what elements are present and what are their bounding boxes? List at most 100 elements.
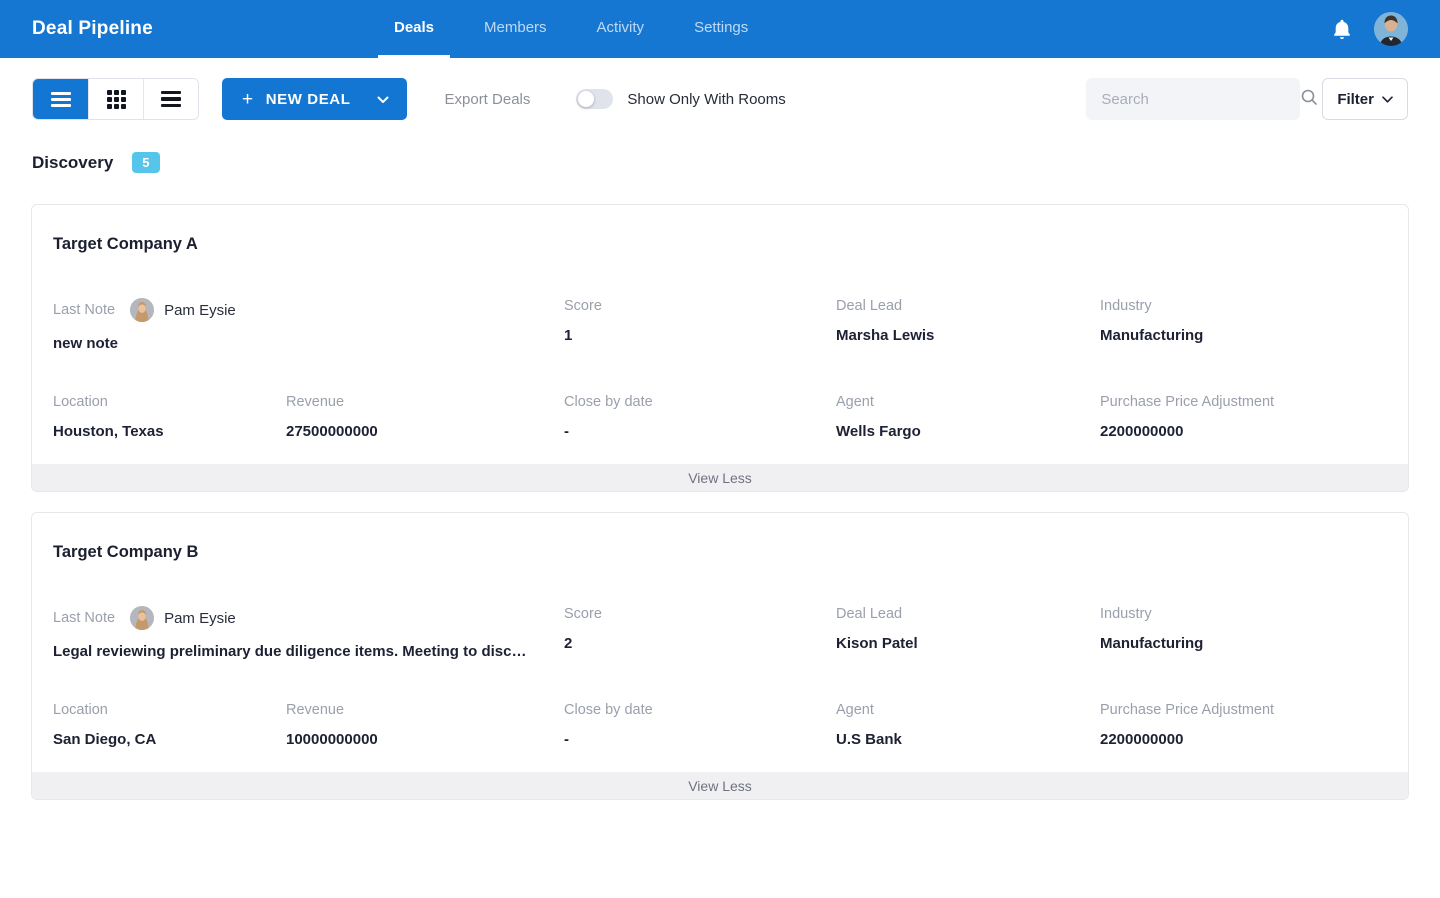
score-field: Score 1 bbox=[564, 298, 836, 352]
nav-tab-deals[interactable]: Deals bbox=[378, 0, 451, 58]
deal-lead-field: Deal Lead Kison Patel bbox=[836, 606, 1100, 660]
location-field: Location Houston, Texas bbox=[53, 394, 286, 440]
toolbar: + NEW DEAL Export Deals Show Only With R… bbox=[32, 78, 1408, 120]
agent-label: Agent bbox=[836, 702, 874, 718]
justify-bars-icon bbox=[161, 90, 181, 108]
export-deals-link[interactable]: Export Deals bbox=[444, 90, 531, 108]
agent-field: Agent Wells Fargo bbox=[836, 394, 1100, 440]
score-label: Score bbox=[564, 606, 602, 622]
deal-title: Target Company A bbox=[53, 235, 198, 253]
new-deal-button[interactable]: + NEW DEAL bbox=[222, 78, 407, 120]
stage-count-badge: 5 bbox=[132, 152, 160, 173]
app-title: Deal Pipeline bbox=[32, 18, 153, 39]
card-body: Target Company B Last Note bbox=[32, 513, 1408, 772]
revenue-field: Revenue 27500000000 bbox=[286, 394, 564, 440]
location-label: Location bbox=[53, 702, 108, 718]
revenue-label: Revenue bbox=[286, 702, 345, 718]
app-header: Deal Pipeline Deals Members Activity Set… bbox=[0, 0, 1440, 58]
note-author-name: Pam Eysie bbox=[164, 609, 236, 627]
last-note-value: new note bbox=[53, 335, 119, 352]
nav-tab-members[interactable]: Members bbox=[484, 19, 547, 36]
main-nav: Deals Members Activity Settings bbox=[378, 0, 782, 58]
new-deal-label: NEW DEAL bbox=[265, 90, 351, 108]
revenue-label: Revenue bbox=[286, 394, 345, 410]
industry-field: Industry Manufacturing bbox=[1100, 606, 1387, 660]
view-less-button[interactable]: View Less bbox=[32, 772, 1408, 799]
industry-label: Industry bbox=[1100, 606, 1152, 622]
note-author-avatar bbox=[130, 298, 155, 322]
location-label: Location bbox=[53, 394, 108, 410]
revenue-field: Revenue 10000000000 bbox=[286, 702, 564, 748]
purchase-price-adjustment-value: 2200000000 bbox=[1100, 731, 1184, 748]
notification-bell-icon[interactable] bbox=[1332, 18, 1352, 40]
nav-tab-settings[interactable]: Settings bbox=[694, 19, 749, 36]
show-only-with-rooms-toggle[interactable]: Show Only With Rooms bbox=[576, 89, 786, 109]
close-by-date-value: - bbox=[564, 731, 569, 748]
grid-icon bbox=[106, 89, 126, 109]
card-body: Target Company A Last Note bbox=[32, 205, 1408, 464]
score-label: Score bbox=[564, 298, 602, 314]
score-field: Score 2 bbox=[564, 606, 836, 660]
deal-card-list: Target Company A Last Note bbox=[31, 204, 1409, 800]
chevron-down-icon[interactable] bbox=[377, 91, 389, 108]
industry-value: Manufacturing bbox=[1100, 327, 1204, 344]
toggle-switch[interactable] bbox=[576, 89, 614, 109]
deal-lead-value: Kison Patel bbox=[836, 635, 918, 652]
hamburger-list-icon bbox=[50, 91, 71, 107]
note-author-avatar bbox=[130, 606, 155, 630]
last-note-value: Legal reviewing preliminary due diligenc… bbox=[53, 643, 527, 660]
note-author-name: Pam Eysie bbox=[164, 301, 236, 319]
deal-lead-label: Deal Lead bbox=[836, 298, 903, 314]
header-right bbox=[1332, 12, 1408, 46]
last-note-label: Last Note bbox=[53, 302, 116, 318]
agent-value: Wells Fargo bbox=[836, 423, 921, 440]
user-avatar[interactable] bbox=[1374, 12, 1408, 46]
purchase-price-adjustment-field: Purchase Price Adjustment 2200000000 bbox=[1100, 394, 1387, 440]
close-by-date-value: - bbox=[564, 423, 569, 440]
nav-tab-activity[interactable]: Activity bbox=[596, 19, 645, 36]
rooms-toggle-label: Show Only With Rooms bbox=[627, 90, 786, 108]
industry-label: Industry bbox=[1100, 298, 1152, 314]
view-less-button[interactable]: View Less bbox=[32, 464, 1408, 491]
location-value: San Diego, CA bbox=[53, 731, 157, 748]
purchase-price-adjustment-value: 2200000000 bbox=[1100, 423, 1184, 440]
purchase-price-adjustment-label: Purchase Price Adjustment bbox=[1100, 394, 1275, 410]
location-value: Houston, Texas bbox=[53, 423, 164, 440]
deal-lead-label: Deal Lead bbox=[836, 606, 903, 622]
compact-view-button[interactable] bbox=[143, 79, 198, 119]
purchase-price-adjustment-field: Purchase Price Adjustment 2200000000 bbox=[1100, 702, 1387, 748]
close-by-date-field: Close by date - bbox=[564, 394, 836, 440]
deal-title: Target Company B bbox=[53, 543, 199, 561]
deal-card-target-company-b[interactable]: Target Company B Last Note bbox=[31, 512, 1409, 800]
location-field: Location San Diego, CA bbox=[53, 702, 286, 748]
close-by-date-field: Close by date - bbox=[564, 702, 836, 748]
list-view-button[interactable] bbox=[33, 79, 88, 119]
agent-field: Agent U.S Bank bbox=[836, 702, 1100, 748]
filter-label: Filter bbox=[1337, 90, 1374, 108]
agent-label: Agent bbox=[836, 394, 874, 410]
close-by-date-label: Close by date bbox=[564, 702, 653, 718]
search-box bbox=[1086, 78, 1318, 120]
grid-view-button[interactable] bbox=[88, 79, 143, 119]
industry-value: Manufacturing bbox=[1100, 635, 1204, 652]
toggle-knob bbox=[578, 91, 595, 107]
chevron-down-icon bbox=[1382, 95, 1393, 103]
last-note-label: Last Note bbox=[53, 610, 116, 626]
plus-icon: + bbox=[242, 88, 254, 110]
filter-button[interactable]: Filter bbox=[1322, 78, 1408, 120]
revenue-value: 10000000000 bbox=[286, 731, 378, 748]
agent-value: U.S Bank bbox=[836, 731, 902, 748]
revenue-value: 27500000000 bbox=[286, 423, 378, 440]
deal-card-target-company-a[interactable]: Target Company A Last Note bbox=[31, 204, 1409, 492]
deal-lead-value: Marsha Lewis bbox=[836, 327, 935, 344]
close-by-date-label: Close by date bbox=[564, 394, 653, 410]
score-value: 2 bbox=[564, 635, 573, 652]
search-input[interactable] bbox=[1101, 90, 1301, 108]
view-toggle-group bbox=[32, 78, 199, 120]
search-icon bbox=[1300, 88, 1318, 111]
pipeline-stage-header: Discovery 5 bbox=[32, 152, 1408, 173]
score-value: 1 bbox=[564, 327, 573, 344]
industry-field: Industry Manufacturing bbox=[1100, 298, 1387, 352]
stage-title: Discovery bbox=[32, 152, 114, 172]
purchase-price-adjustment-label: Purchase Price Adjustment bbox=[1100, 702, 1275, 718]
